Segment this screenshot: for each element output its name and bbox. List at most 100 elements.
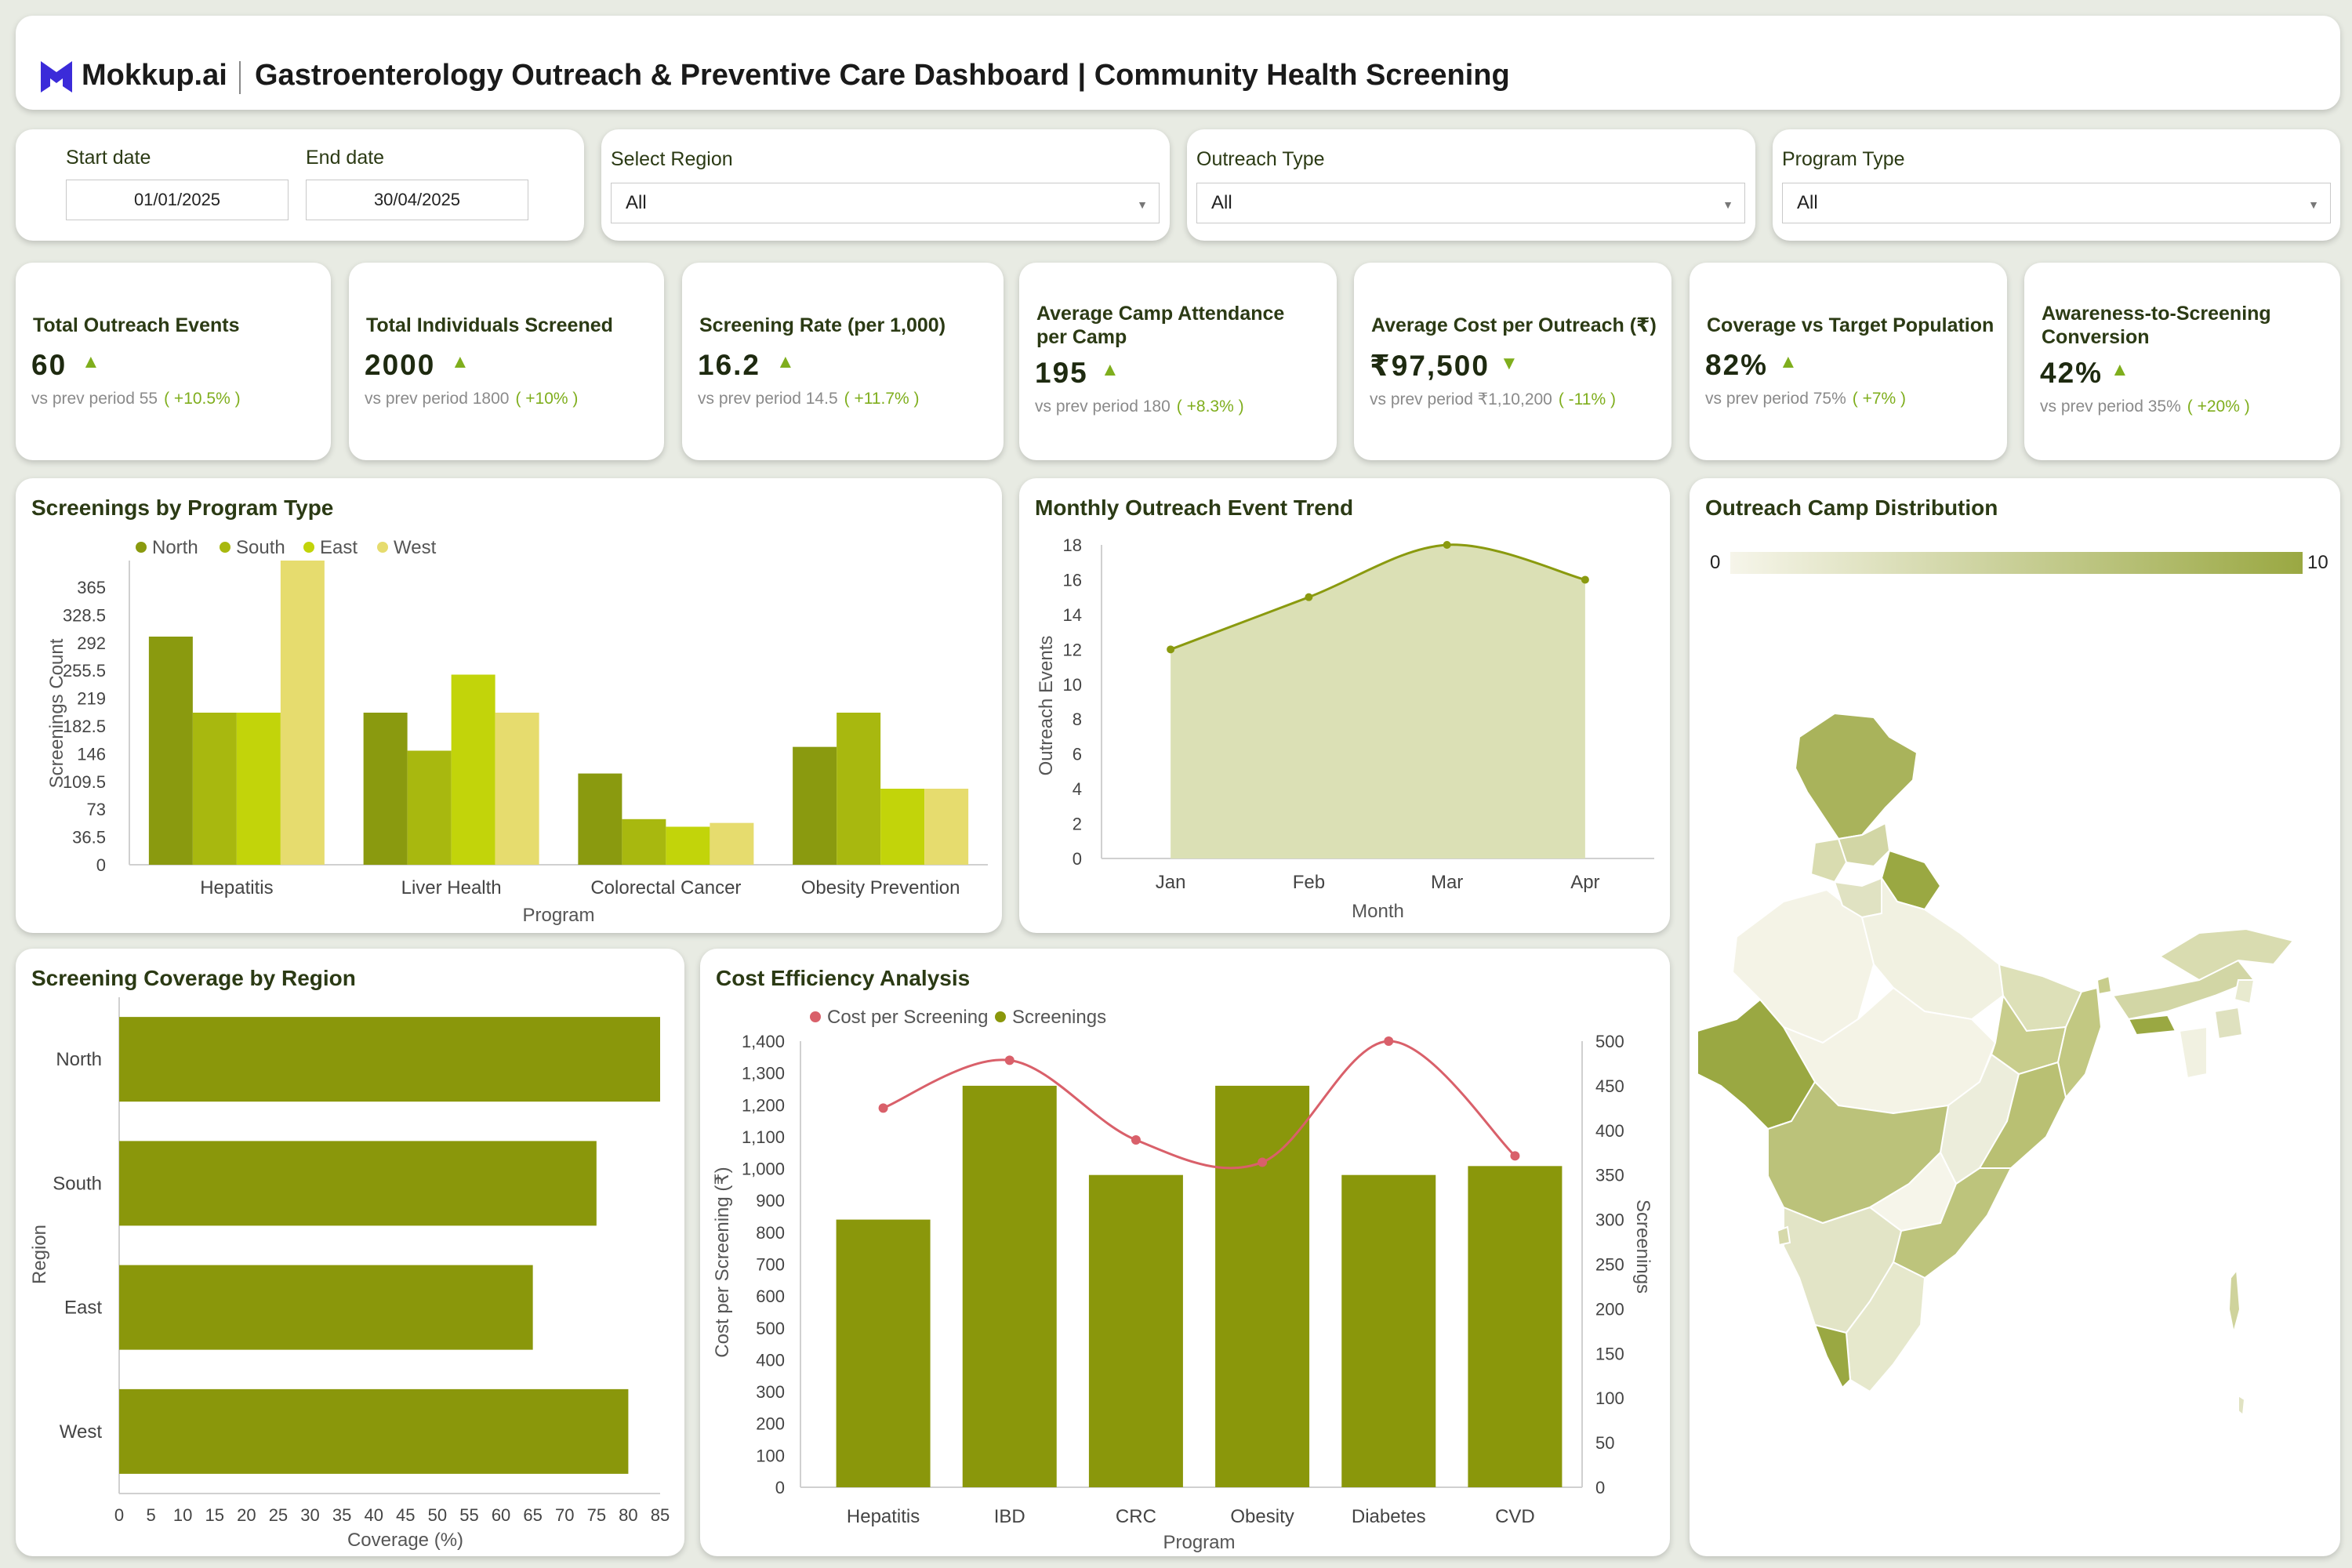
x-tick-label: Hepatitis — [847, 1506, 920, 1527]
trend-up-icon: ▲ — [1779, 351, 1798, 372]
map-legend-max: 10 — [2307, 552, 2328, 573]
y-tick-label: 8 — [1073, 710, 1082, 729]
program-bar-chart: North South East West 0 36.5 73 109.5 146 182.5 21… — [46, 537, 988, 926]
region-select[interactable]: All ▼ — [611, 183, 1160, 223]
trend-up-icon: ▲ — [1101, 359, 1120, 380]
kpi-comparison: vs prev period 55( +10.5% ) — [31, 390, 241, 408]
map-region-punjab — [1809, 837, 1848, 884]
x-tick-label: 20 — [237, 1505, 256, 1525]
region-filter-label: Select Region — [611, 148, 733, 170]
bar — [192, 713, 237, 865]
panel-title: Outreach Camp Distribution — [1705, 495, 1998, 520]
y-tick-label: 255.5 — [63, 661, 106, 681]
x-tick-label: Obesity — [1230, 1506, 1294, 1527]
x-tick-label: IBD — [994, 1506, 1025, 1527]
x-tick-label: Feb — [1293, 872, 1325, 893]
end-date-label: End date — [306, 147, 385, 169]
bar — [1341, 1174, 1436, 1487]
x-tick-label: 25 — [269, 1505, 288, 1525]
y-tick-label: East — [64, 1298, 102, 1319]
x-tick-label: 0 — [114, 1505, 124, 1525]
trend-up-icon: ▲ — [2111, 359, 2129, 380]
legend-marker — [810, 1011, 821, 1022]
kpi-comparison: vs prev period ₹1,10,200( -11% ) — [1370, 390, 1616, 408]
kpi-card-outreach-events: Total Outreach Events 60 ▲ vs prev perio… — [16, 263, 331, 460]
y-axis-title-left: Cost per Screening (₹) — [712, 1167, 733, 1357]
y-tick-label-right: 100 — [1595, 1388, 1624, 1408]
bar — [622, 818, 666, 865]
mokkup-logo-icon — [41, 61, 72, 93]
legend-marker — [136, 542, 147, 553]
map-region-nagaland — [2233, 979, 2256, 1005]
map-legend-min: 0 — [1710, 552, 1721, 573]
outreach-select[interactable]: All ▼ — [1196, 183, 1745, 223]
y-tick-label-right: 150 — [1595, 1344, 1624, 1363]
kpi-title: Coverage vs Target Population — [1707, 314, 1994, 336]
y-tick-label-right: 250 — [1595, 1255, 1624, 1275]
map-region-meghalaya — [2127, 1014, 2177, 1036]
region-filter-card: Select Region All ▼ — [601, 129, 1170, 241]
cost-efficiency-panel: Cost Efficiency Analysis Cost per Screen… — [700, 949, 1670, 1556]
y-tick-label-left: 800 — [756, 1223, 785, 1243]
bar — [1215, 1085, 1310, 1487]
map-region-jammu-kashmir — [1794, 712, 1918, 840]
bar — [451, 674, 495, 865]
program-select[interactable]: All ▼ — [1782, 183, 2331, 223]
india-choropleth-map — [1697, 712, 2295, 1417]
y-tick-label: 6 — [1073, 745, 1082, 764]
y-tick-label-right: 0 — [1595, 1478, 1605, 1497]
x-axis-title: Month — [1352, 901, 1404, 922]
y-tick-label: 0 — [96, 855, 106, 875]
y-tick-label-right: 400 — [1595, 1121, 1624, 1141]
panel-title: Screenings by Program Type — [31, 495, 334, 520]
map-region-tamil-nadu — [1845, 1261, 1926, 1393]
bar — [495, 713, 539, 865]
start-date-input[interactable]: 01/01/2025 — [66, 180, 289, 220]
end-date-input[interactable]: 30/04/2025 — [306, 180, 528, 220]
bar — [962, 1085, 1057, 1487]
program-filter-label: Program Type — [1782, 148, 1905, 170]
map-region-tripura-mizoram — [2178, 1025, 2208, 1080]
brand-name: Mokkup.ai — [82, 59, 227, 92]
trend-up-icon: ▲ — [451, 351, 470, 372]
kpi-title: Total Outreach Events — [33, 314, 240, 336]
x-tick-label: 35 — [332, 1505, 351, 1525]
y-tick-label: 73 — [87, 800, 106, 819]
map-region-manipur — [2213, 1006, 2244, 1040]
kpi-card-screening-rate: Screening Rate (per 1,000) 16.2 ▲ vs pre… — [682, 263, 1004, 460]
y-tick-label-left: 400 — [756, 1350, 785, 1370]
data-point — [1510, 1151, 1520, 1161]
y-tick-label-left: 0 — [775, 1478, 785, 1497]
y-tick-label: 12 — [1063, 640, 1082, 659]
x-tick-label: 60 — [492, 1505, 510, 1525]
y-tick-label: 219 — [77, 689, 106, 709]
bar — [119, 1265, 533, 1350]
x-tick-label: 70 — [555, 1505, 574, 1525]
legend-label: North — [152, 537, 198, 558]
y-tick-label-left: 300 — [756, 1382, 785, 1402]
region-coverage-panel: Screening Coverage by Region North South E… — [16, 949, 684, 1556]
kpi-card-camp-attendance: Average Camp Attendance per Camp 195 ▲ v… — [1019, 263, 1337, 460]
data-point — [1443, 541, 1451, 549]
map-region-goa — [1776, 1225, 1791, 1247]
kpi-title: Average Camp Attendance per Camp — [1036, 303, 1285, 348]
y-tick-label: 109.5 — [63, 772, 106, 792]
y-axis-title: Outreach Events — [1036, 636, 1057, 776]
y-tick-label: 328.5 — [63, 605, 106, 625]
trend-down-icon: ▼ — [1500, 353, 1519, 374]
region-hbar-chart: North South East West 0 5 10 15 20 25 30 35 40 45 50 55… — [29, 997, 670, 1551]
bar — [119, 1017, 660, 1102]
map-region-kerala — [1813, 1323, 1852, 1389]
x-tick-label: 45 — [396, 1505, 415, 1525]
bar — [236, 713, 281, 865]
kpi-card-coverage-vs-target: Coverage vs Target Population 82% ▲ vs p… — [1690, 263, 2007, 460]
y-tick-label-left: 900 — [756, 1191, 785, 1210]
y-tick-label-left: 700 — [756, 1255, 785, 1275]
y-tick-label: 2 — [1073, 815, 1082, 834]
region-select-value: All — [626, 192, 647, 213]
panel-title: Screening Coverage by Region — [31, 966, 356, 990]
y-axis-title: Screenings Count — [46, 638, 67, 788]
legend-marker — [303, 542, 314, 553]
chevron-down-icon: ▼ — [2308, 198, 2319, 211]
bar — [578, 773, 622, 865]
